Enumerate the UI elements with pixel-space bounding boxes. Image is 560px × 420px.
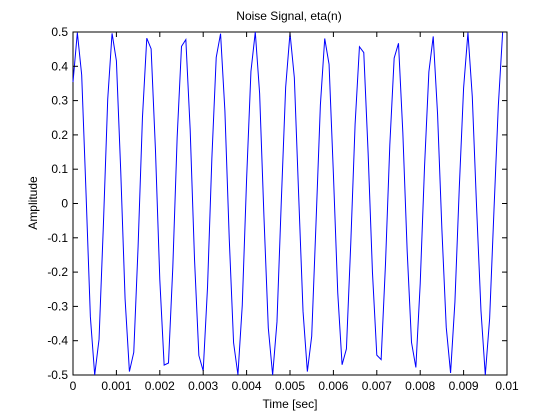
y-tick-label: -0.4 [47,334,68,348]
x-tick-label: 0.01 [495,379,519,393]
axes-box [72,31,508,376]
series-line [72,31,504,376]
y-axis-title: Amplitude [26,176,40,230]
x-axis: 0 0.001 0.002 0.003 0.004 0.005 0.006 0.007 0.00… [70,32,519,393]
x-tick-label: 0.007 [362,379,392,393]
y-tick-label: 0 [61,197,68,211]
x-tick-label: 0.003 [188,379,218,393]
x-tick-label: 0.008 [405,379,435,393]
y-tick-label: 0.5 [51,25,68,39]
x-tick-label: 0.006 [318,379,348,393]
y-tick-label: -0.1 [47,231,68,245]
x-tick-label: 0.004 [232,379,262,393]
y-tick-label: 0.3 [51,94,68,108]
y-tick-label: -0.2 [47,265,68,279]
plot-area [72,31,508,376]
y-tick-label: 0.1 [51,162,68,176]
x-tick-label: 0.001 [101,379,131,393]
x-axis-title: Time [sec] [263,397,318,411]
y-tick-label: 0.4 [51,59,68,73]
y-tick-label: 0.2 [51,128,68,142]
x-tick-label: 0.009 [449,379,479,393]
x-tick-label: 0 [70,379,77,393]
y-tick-label: -0.5 [47,368,68,382]
chart-title: Noise Signal, eta(n) [236,9,341,23]
x-tick-label: 0.002 [145,379,175,393]
x-tick-label: 0.005 [275,379,305,393]
y-tick-label: -0.3 [47,299,68,313]
y-axis: -0.5 -0.4 -0.3 -0.2 -0.1 0 0.1 0.2 0.3 0.4 0.5 [47,25,507,382]
